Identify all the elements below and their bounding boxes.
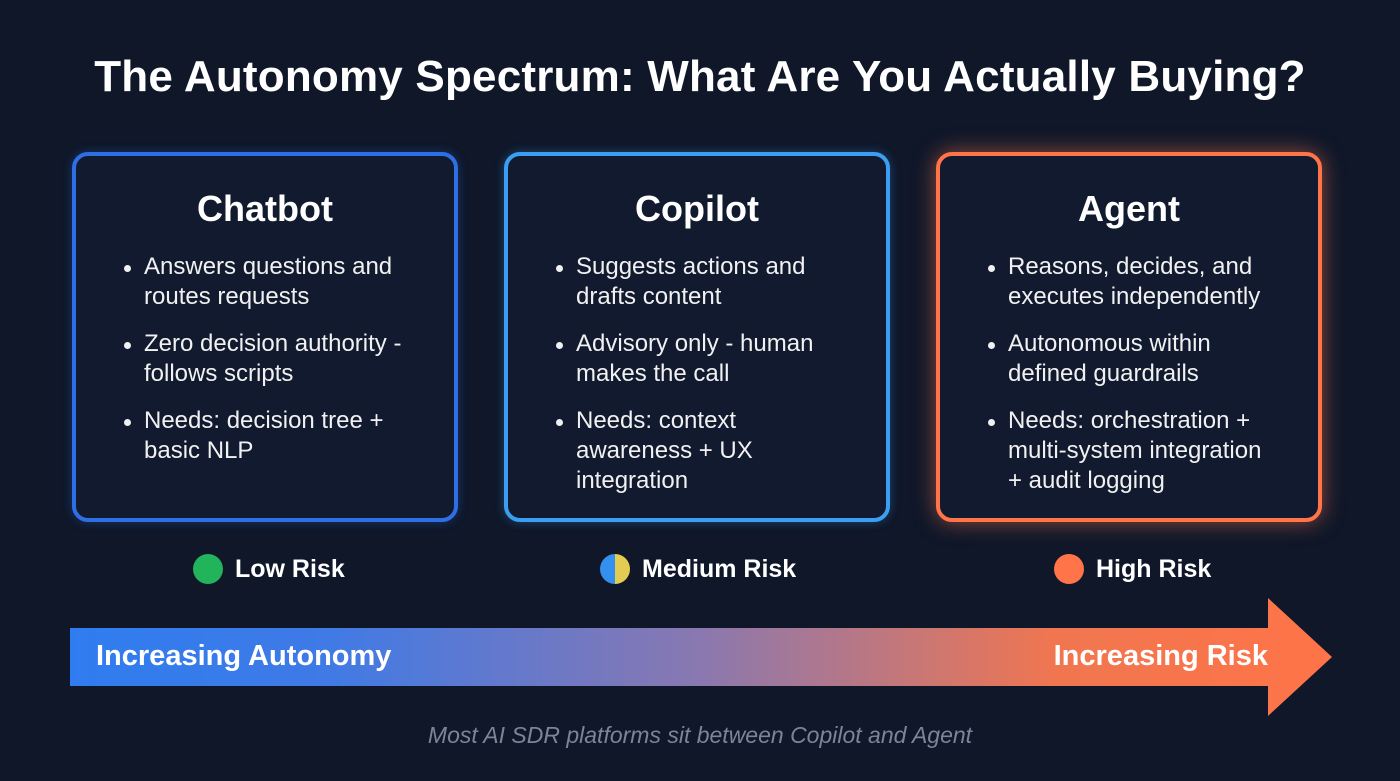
- list-item: Zero decision authority - follows script…: [122, 329, 442, 389]
- arrow-shape: [70, 598, 1332, 716]
- autonomy-label: Increasing Autonomy: [96, 640, 392, 672]
- orange-circle-icon: [1054, 554, 1084, 584]
- list-item: Needs: context awareness + UX integratio…: [554, 406, 874, 496]
- card-agent: Agent Reasons, decides, and executes ind…: [936, 152, 1322, 522]
- risk-high: High Risk: [1054, 553, 1211, 585]
- risk-label: Low Risk: [235, 554, 345, 583]
- risk-label: High Risk: [1096, 554, 1212, 583]
- card-heading: Copilot: [635, 188, 759, 229]
- card-chatbot: Chatbot Answers questions and routes req…: [72, 152, 458, 522]
- card-copilot: Copilot Suggests actions and drafts cont…: [504, 152, 890, 522]
- bullet-list: Reasons, decides, and executes independe…: [986, 252, 1306, 513]
- card-heading: Chatbot: [197, 188, 333, 229]
- list-item: Autonomous within defined guardrails: [986, 329, 1306, 389]
- risk-low: Low Risk: [193, 553, 345, 585]
- risk-label: Medium Risk: [642, 554, 797, 583]
- page-title: The Autonomy Spectrum: What Are You Actu…: [94, 52, 1306, 101]
- bullet-list: Suggests actions and drafts content Advi…: [554, 252, 874, 513]
- list-item: Needs: orchestration + multi-system inte…: [986, 406, 1306, 496]
- card-heading: Agent: [1078, 188, 1180, 229]
- footnote: Most AI SDR platforms sit between Copilo…: [427, 722, 973, 748]
- list-item: Answers questions and routes requests: [122, 252, 442, 312]
- green-circle-icon: [193, 554, 223, 584]
- risk-axis-label: Increasing Risk: [1053, 640, 1268, 672]
- list-item: Suggests actions and drafts content: [554, 252, 874, 312]
- list-item: Needs: decision tree + basic NLP: [122, 406, 442, 466]
- list-item: Advisory only - human makes the call: [554, 329, 874, 389]
- bullet-list: Answers questions and routes requests Ze…: [122, 252, 442, 483]
- list-item: Reasons, decides, and executes independe…: [986, 252, 1306, 312]
- risk-medium: Medium Risk: [600, 553, 796, 585]
- half-circle-icon: [600, 554, 630, 584]
- spectrum-arrow: [70, 598, 1332, 716]
